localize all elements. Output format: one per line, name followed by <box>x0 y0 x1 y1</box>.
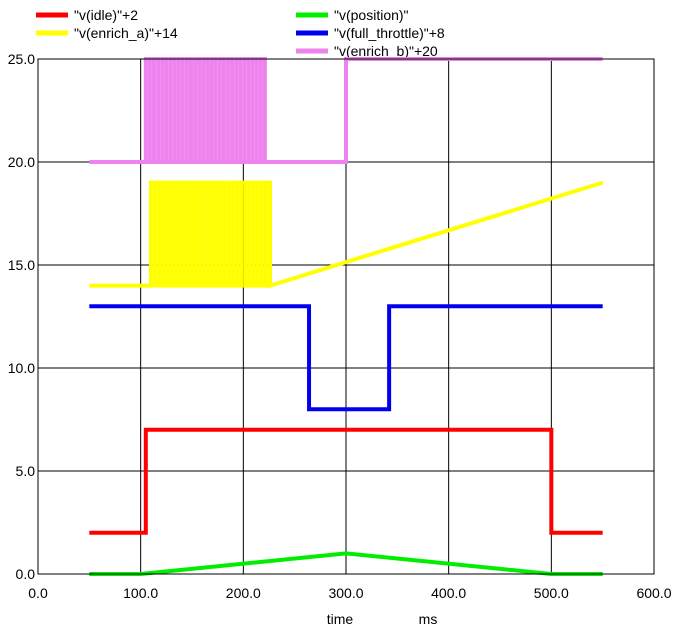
y-tick-label: 20.0 <box>8 154 35 170</box>
x-axis-label: time <box>327 611 354 627</box>
legend: "v(idle)"+2 "v(position)" "v(enrich_a)"+14… <box>36 7 445 59</box>
x-axis-unit: ms <box>419 611 438 627</box>
legend-label-3: "v(full_throttle)"+8 <box>334 25 445 41</box>
x-tick-labels: 0.0 100.0 200.0 300.0 400.0 500.0 600.0 <box>28 585 671 601</box>
x-tick-label: 200.0 <box>226 585 261 601</box>
x-tick-label: 0.0 <box>28 585 48 601</box>
y-tick-label: 5.0 <box>16 463 36 479</box>
legend-label-0: "v(idle)"+2 <box>74 7 138 23</box>
y-tick-label: 0.0 <box>16 566 36 582</box>
series-line-4 <box>89 57 603 164</box>
y-tick-label: 15.0 <box>8 257 35 273</box>
x-tick-label: 500.0 <box>534 585 569 601</box>
plot-frame <box>37 58 655 575</box>
legend-label-4: "v(enrich_b)"+20 <box>334 43 438 59</box>
legend-label-2: "v(enrich_a)"+14 <box>74 25 178 41</box>
series-line-2 <box>89 180 604 289</box>
x-tick-label: 300.0 <box>328 585 363 601</box>
x-tick-label: 100.0 <box>123 585 158 601</box>
series-group <box>89 57 604 576</box>
y-tick-label: 10.0 <box>8 360 35 376</box>
series-line-0 <box>89 427 603 535</box>
y-tick-labels: 0.0 5.0 10.0 15.0 20.0 25.0 <box>8 51 35 582</box>
x-tick-label: 600.0 <box>636 585 671 601</box>
plot-area-border <box>37 58 655 575</box>
x-tick-label: 400.0 <box>431 585 466 601</box>
y-tick-label: 25.0 <box>8 51 35 67</box>
legend-label-1: "v(position)" <box>334 7 409 23</box>
series-line-3 <box>89 304 603 412</box>
